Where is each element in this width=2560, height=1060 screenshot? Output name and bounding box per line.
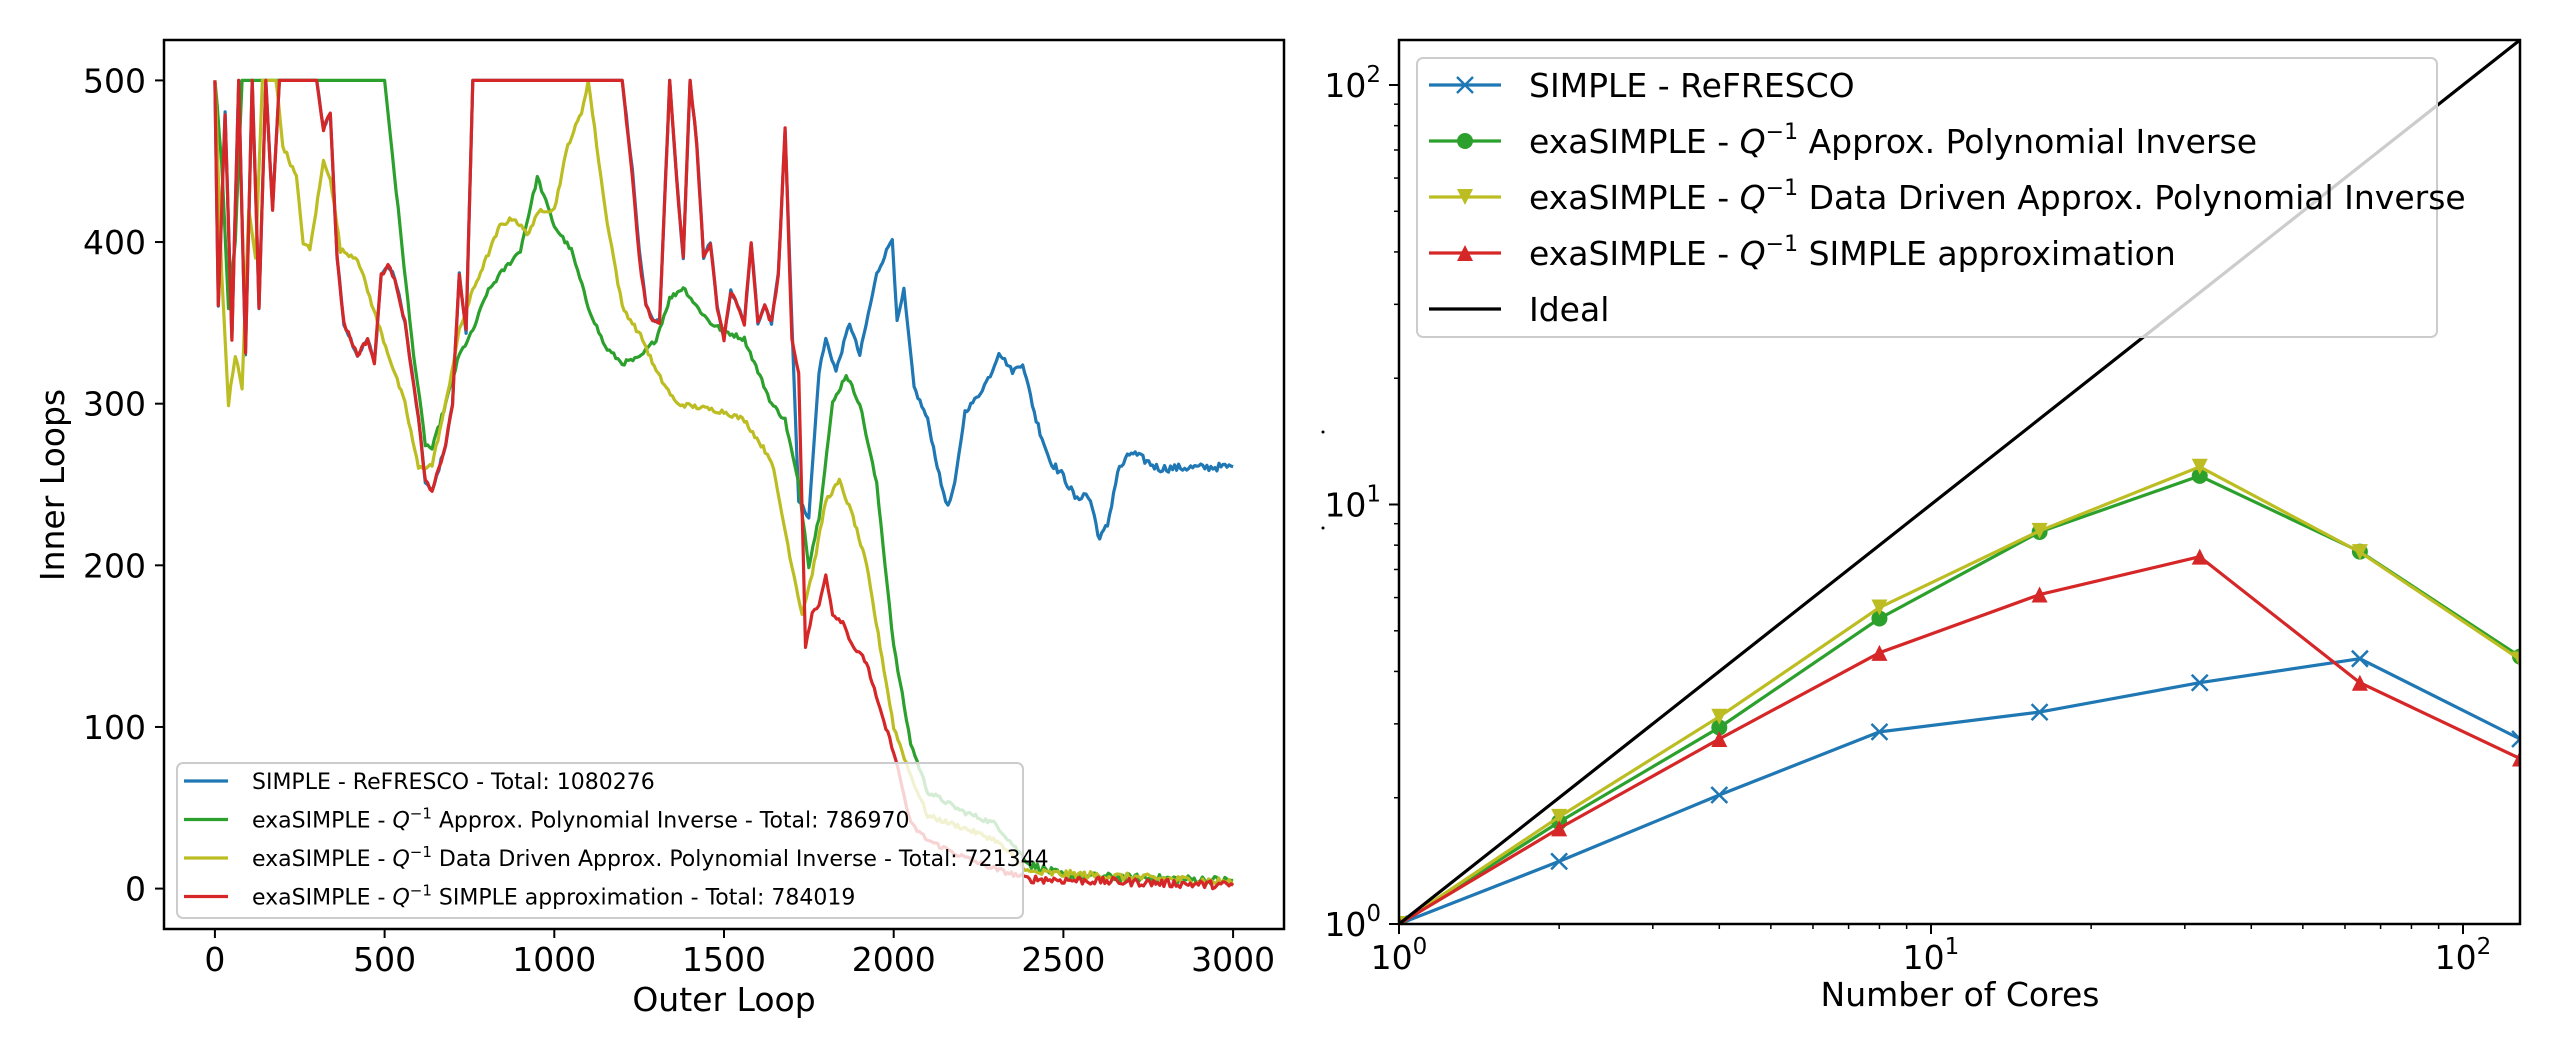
right-x-tick-label: 101 [1903,934,1960,977]
left-legend-label: exaSIMPLE - Q−1 Approx. Polynomial Inver… [252,805,910,834]
right-data-point [2030,703,2049,721]
right-x-ticks: 100 101 102 [1371,924,2492,977]
right-data-point [2031,522,2048,539]
left-y-tick-label: 400 [83,223,146,262]
right-legend-marker [1457,133,1473,149]
right-data-point [2512,651,2520,668]
right-data-point [2191,467,2208,484]
right-chart-panel: 100 101 102 100 101 102 Number of Cores SIMP… [1321,38,2522,1014]
left-x-tick-label: 0 [204,940,225,979]
right-series-line [1399,555,2520,924]
right-legend: SIMPLE - ReFRESCO exaSIMPLE - Q−1 Approx.… [1416,57,2466,338]
left-x-tick-label: 3000 [1191,940,1275,979]
right-data-point [1710,786,1729,804]
right-plot-lines [1399,40,2520,924]
left-x-tick-label: 2000 [852,940,936,979]
right-data-point [2190,673,2209,692]
left-y-tick-label: 100 [83,708,146,747]
left-x-ticks: 0 500 1000 1500 2000 2500 3000 [204,929,1275,979]
left-legend-label: SIMPLE - ReFRESCO - Total: 1080276 [252,770,655,795]
left-y-ticks: 0 100 200 300 400 500 [83,61,164,909]
right-legend-marker [1457,189,1473,205]
right-y-tick-label: 100 [1324,901,1381,944]
left-x-tick-label: 2500 [1021,940,1105,979]
right-y-tick-label: 102 [1324,62,1381,105]
right-data-point [1870,723,1889,741]
left-x-tick-label: 1500 [682,940,766,979]
right-data-point [1551,808,1568,825]
right-data-point [2031,586,2048,603]
left-legend-box [176,762,1024,919]
left-x-axis-label: Outer Loop [632,980,815,1019]
left-legend: SIMPLE - ReFRESCO - Total: 1080276 exaSIM… [176,762,1049,919]
right-data-point [2512,750,2520,767]
left-series-line [213,78,1235,891]
right-legend-label: Ideal [1529,290,1609,329]
right-y-ticks: 100 101 102 [1324,62,1399,944]
right-data-point [2511,730,2520,748]
right-data-point [2191,548,2208,565]
left-x-tick-label: 1000 [512,940,596,979]
right-data-point [1550,852,1569,871]
left-y-tick-label: 200 [83,546,146,585]
right-data-point [1551,820,1568,837]
left-y-tick-label: 0 [125,870,146,909]
right-axes-frame [1397,38,2522,926]
right-x-axis-label: Number of Cores [1821,975,2100,1014]
right-data-point [2191,458,2208,475]
left-y-tick-label: 300 [83,385,146,424]
left-series-line [213,78,1234,886]
left-x-tick-label: 500 [353,940,416,979]
left-chart-panel: 0 500 1000 1500 2000 2500 3000 0 100 200 300 400 50… [33,38,1286,1019]
right-x-tick-label: 102 [2435,934,2492,977]
left-y-tick-label: 500 [83,61,146,100]
right-data-point [1871,644,1888,661]
right-legend-label: exaSIMPLE - Q−1 SIMPLE approximation [1529,232,2176,273]
left-y-axis-label: Inner Loops [33,389,72,581]
left-plot-lines [213,78,1235,891]
right-legend-label: exaSIMPLE - Q−1 Data Driven Approx. Poly… [1529,176,2466,217]
right-data-point [1871,610,1888,627]
stray-ylabel-dot [1321,430,1325,434]
right-data-point [2351,544,2368,561]
right-legend-marker [1456,76,1474,94]
right-data-point [2351,674,2368,691]
right-data-point [1711,719,1728,736]
right-data-point [1871,599,1888,616]
right-data-point [2351,649,2369,668]
right-legend-box [1416,57,2438,338]
right-legend-label: SIMPLE - ReFRESCO [1529,66,1855,105]
right-data-point [1711,708,1728,725]
right-x-tick-label: 100 [1371,934,1428,977]
right-series-line [1399,465,2520,924]
right-y-tick-label: 101 [1324,482,1381,525]
left-legend-label: exaSIMPLE - Q−1 Data Driven Approx. Poly… [252,843,1049,872]
right-legend-label: exaSIMPLE - Q−1 Approx. Polynomial Inver… [1529,120,2257,161]
right-legend-marker [1457,245,1473,261]
left-legend-label: exaSIMPLE - Q−1 SIMPLE approximation - T… [252,882,855,911]
right-data-point [1711,731,1728,748]
stray-ylabel-dot [1321,526,1325,530]
